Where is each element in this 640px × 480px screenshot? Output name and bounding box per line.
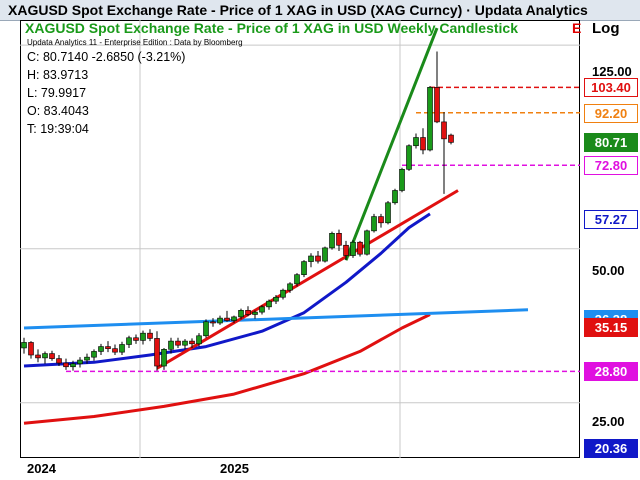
blue-horizontal-trendline [23,308,529,330]
candle-body [364,230,370,255]
candle-body [56,358,62,364]
candle-body [287,283,293,291]
candle-body [161,349,167,367]
candle-body [266,300,272,308]
candle-body [434,87,440,123]
candle-body [427,87,433,151]
candle-body [35,354,41,359]
candle-body [91,351,97,358]
x-label-2025: 2025 [220,461,249,476]
high-readout: H: 83.9713 [27,68,89,82]
candle-body [399,169,405,191]
candle-body [308,255,314,262]
y-tick-25: 25.00 [592,414,625,429]
candle-body [280,289,286,298]
tag-103-40: 103.40 [584,78,638,98]
candle-body [378,216,384,224]
candle-body [217,317,223,324]
candle-body [343,244,349,256]
e-marker: E [572,20,582,36]
candle-body [210,321,216,324]
candle-body [140,332,146,341]
close-readout: C: 80.7140 -2.6850 (-3.21%) [27,50,186,64]
window-title: XAGUSD Spot Exchange Rate - Price of 1 X… [8,2,588,18]
window-title-bar: XAGUSD Spot Exchange Rate - Price of 1 X… [0,0,640,21]
chart-subtitle: XAGUSD Spot Exchange Rate - Price of 1 X… [25,20,518,36]
candle-body [196,335,202,345]
candle-body [126,337,132,345]
candle-body [119,344,125,353]
edition-info: Updata Analytics 11 - Enterprise Edition… [27,38,243,47]
red-moving-average [23,313,431,425]
green-steep-trendline [344,27,439,261]
candle-body [70,363,76,368]
candle-body [231,316,237,321]
candle-body [105,346,111,349]
candle-body [392,190,398,204]
tag-92-20: 92.20 [584,103,638,123]
candle-body [77,359,83,365]
candle-body [315,255,321,262]
y-tick-125: 125.00 [592,64,632,79]
tag-80-71: 80.71 [584,133,638,153]
candle-body [406,145,412,170]
candle-body [259,306,265,313]
low-readout: L: 79.9917 [27,86,87,100]
candle-body [49,353,55,359]
blue-moving-average [23,212,431,368]
candle-body [273,296,279,302]
candle-body [154,338,160,367]
candle-body [28,342,34,356]
candle-body [42,353,48,359]
candle-body [168,340,174,350]
candle-body [238,310,244,318]
candle-body [189,340,195,345]
candle-body [385,202,391,224]
tag-57-27: 57.27 [584,209,638,229]
tag-28-80: 28.80 [584,362,638,382]
candle-body [371,216,377,232]
tag-72-80: 72.80 [584,156,638,176]
candle-body [448,134,454,143]
x-label-2024: 2024 [27,461,56,476]
candle-body [420,137,426,151]
candle-body [175,340,181,346]
candle-body [329,233,335,249]
open-readout: O: 83.4043 [27,104,89,118]
candle-body [98,346,104,352]
candle-body [182,340,188,346]
candle-body [336,233,342,246]
candle-body [133,337,139,341]
candle-body [63,362,69,368]
candle-body [21,342,27,349]
candle-body [322,247,328,262]
red-rising-trendline [156,189,459,370]
candle-body [245,310,251,315]
candle-body [350,241,356,256]
chart-plot-area[interactable] [20,20,580,458]
x-axis: 2024 2025 [20,458,580,480]
candle-body [301,261,307,275]
candle-body [294,274,300,285]
candle-body [252,311,258,315]
candle-body [147,332,153,339]
candle-body [357,241,363,255]
plot-layer [20,20,580,458]
candle-body [413,137,419,147]
candle-body [203,321,209,337]
candle-body [84,356,90,361]
log-scale-label[interactable]: Log [592,20,620,37]
candle-body [441,121,447,140]
y-tick-50: 50.00 [592,263,625,278]
candle-body [224,317,230,321]
tag-20-36: 20.36 [584,439,638,459]
tag-35-15: 35.15 [584,318,638,338]
time-readout: T: 19:39:04 [27,122,89,136]
candle-body [112,348,118,353]
